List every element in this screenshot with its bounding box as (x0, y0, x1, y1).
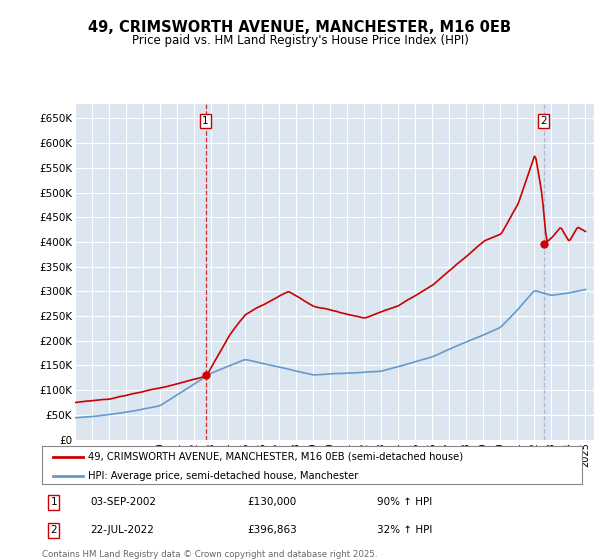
Text: 1: 1 (202, 116, 209, 126)
Text: 90% ↑ HPI: 90% ↑ HPI (377, 497, 432, 507)
Text: Contains HM Land Registry data © Crown copyright and database right 2025.
This d: Contains HM Land Registry data © Crown c… (42, 550, 377, 560)
Text: £130,000: £130,000 (247, 497, 296, 507)
Text: Price paid vs. HM Land Registry's House Price Index (HPI): Price paid vs. HM Land Registry's House … (131, 34, 469, 46)
Text: 1: 1 (50, 497, 57, 507)
Text: 22-JUL-2022: 22-JUL-2022 (91, 525, 154, 535)
Text: 49, CRIMSWORTH AVENUE, MANCHESTER, M16 0EB (semi-detached house): 49, CRIMSWORTH AVENUE, MANCHESTER, M16 0… (88, 451, 463, 461)
Text: 03-SEP-2002: 03-SEP-2002 (91, 497, 157, 507)
Text: 49, CRIMSWORTH AVENUE, MANCHESTER, M16 0EB: 49, CRIMSWORTH AVENUE, MANCHESTER, M16 0… (89, 20, 511, 35)
Text: 2: 2 (50, 525, 57, 535)
Text: £396,863: £396,863 (247, 525, 297, 535)
Text: 2: 2 (541, 116, 547, 126)
Text: 32% ↑ HPI: 32% ↑ HPI (377, 525, 432, 535)
Text: HPI: Average price, semi-detached house, Manchester: HPI: Average price, semi-detached house,… (88, 471, 358, 481)
